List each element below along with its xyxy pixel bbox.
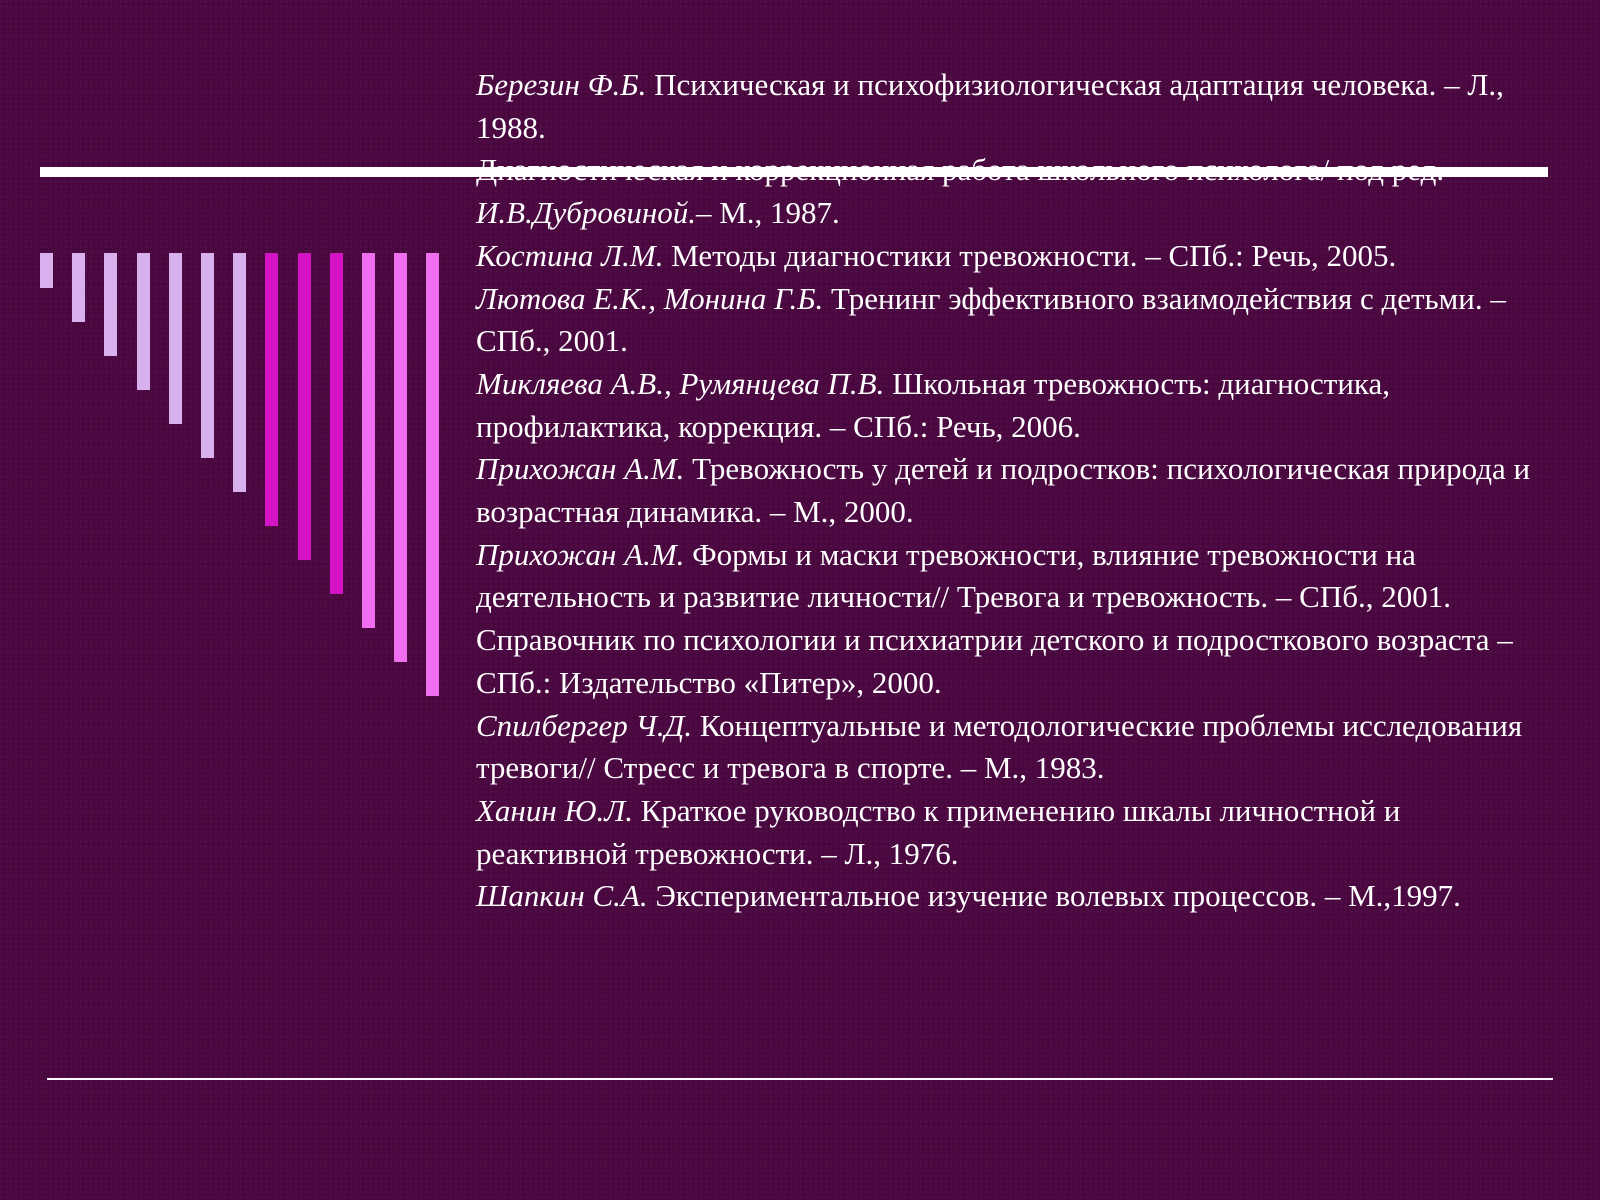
decorative-bar <box>297 253 311 560</box>
reference-text: Диагностическая и коррекционная работа ш… <box>476 152 1445 188</box>
decorative-bar <box>233 253 247 492</box>
decorative-bar <box>394 253 408 662</box>
reference-author: Прихожан А.М. <box>476 451 685 487</box>
decorative-bar <box>201 253 214 458</box>
reference-text: Экспериментальное изучение волевых проце… <box>647 878 1461 914</box>
decorative-bar <box>136 253 150 390</box>
decorative-bar <box>329 253 343 594</box>
decorative-bar <box>168 253 182 424</box>
reference-author: Микляева А.В., Румянцева П.В. <box>476 365 885 401</box>
reference-author: Березин Ф.Б. <box>476 67 647 102</box>
reference-text: Школьная тревожность: диагностика, профи… <box>476 365 1391 444</box>
decorative-bar <box>40 253 53 288</box>
reference-text: Концептуальные и методологические пробле… <box>476 707 1523 786</box>
reference-item: Березин Ф.Б. Психическая и психофизиолог… <box>476 64 1546 149</box>
reference-author: Ханин Ю.Л. <box>476 792 633 828</box>
reference-text: Методы диагностики тревожности. – СПб.: … <box>663 237 1397 273</box>
top-divider-line <box>40 167 1548 177</box>
reference-item: Лютова Е.К., Монина Г.Б. Тренинг эффекти… <box>476 278 1546 363</box>
reference-editor: И.В.Дубровиной. <box>476 195 696 231</box>
reference-author: Шапкин С.А. <box>476 878 648 914</box>
reference-item: Шапкин С.А. Экспериментальное изучение в… <box>476 875 1546 918</box>
bottom-divider-line <box>47 1078 1553 1080</box>
reference-item: Спилбергер Ч.Д. Концептуальные и методол… <box>476 705 1546 790</box>
decorative-bars <box>40 253 460 703</box>
reference-text: Справочник по психологии и психиатрии де… <box>476 622 1513 700</box>
reference-text: Психическая и психофизиологическая адапт… <box>476 67 1504 145</box>
decorative-bar <box>265 253 279 526</box>
reference-item: Диагностическая и коррекционная работа ш… <box>476 149 1546 234</box>
reference-author: Костина Л.М. <box>476 237 664 273</box>
reference-author: Прихожан А.М. <box>476 536 685 572</box>
decorative-bar <box>426 253 440 696</box>
reference-text: Тренинг эффективного взаимодействия с де… <box>476 280 1506 359</box>
decorative-bar <box>362 253 375 628</box>
decorative-bar <box>104 253 118 356</box>
reference-list: Березин Ф.Б. Психическая и психофизиолог… <box>476 64 1546 918</box>
reference-item: Микляева А.В., Румянцева П.В. Школьная т… <box>476 363 1546 448</box>
reference-item: Прихожан А.М. Тревожность у детей и подр… <box>476 448 1546 533</box>
reference-author: Спилбергер Ч.Д. <box>476 707 693 743</box>
reference-author: Лютова Е.К., Монина Г.Б. <box>476 280 824 316</box>
reference-item: Справочник по психологии и психиатрии де… <box>476 619 1546 704</box>
reference-text-tail: – М., 1987. <box>695 195 840 231</box>
reference-text: Тревожность у детей и подростков: психол… <box>476 451 1531 530</box>
reference-item: Прихожан А.М. Формы и маски тревожности,… <box>476 534 1546 619</box>
reference-text: Формы и маски тревожности, влияние трево… <box>476 536 1452 615</box>
decorative-bar <box>72 253 86 322</box>
reference-text: Краткое руководство к применению шкалы л… <box>476 792 1401 871</box>
reference-item: Костина Л.М. Методы диагностики тревожно… <box>476 235 1546 278</box>
reference-item: Ханин Ю.Л. Краткое руководство к примене… <box>476 790 1546 875</box>
